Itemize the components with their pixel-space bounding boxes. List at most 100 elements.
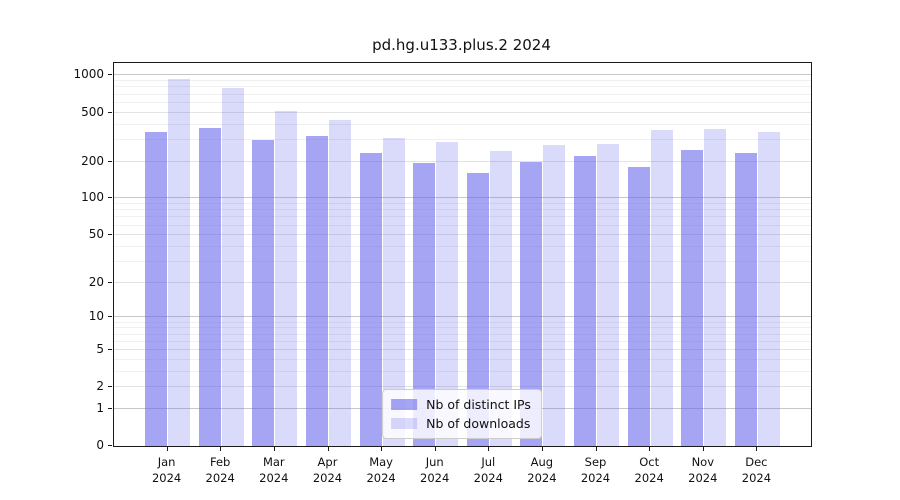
gridline <box>114 80 811 81</box>
y-axis-tick <box>108 445 112 446</box>
x-axis-tick <box>327 447 329 451</box>
gridline <box>114 86 811 88</box>
y-axis-tick <box>108 74 112 76</box>
x-axis-tick-label: Mar 2024 <box>259 455 289 485</box>
legend-swatch-downloads <box>391 418 418 429</box>
x-axis-tick <box>220 447 222 451</box>
bar-downloads-dec <box>757 131 780 446</box>
gridline <box>114 123 811 125</box>
x-axis-tick-label: Dec 2024 <box>741 455 772 485</box>
gridline <box>114 333 811 335</box>
y-axis-tick <box>108 316 112 318</box>
x-axis-tick <box>541 447 543 451</box>
bar-distinct-ips-oct <box>627 167 650 446</box>
gridline <box>114 340 811 342</box>
gridline <box>114 234 811 236</box>
y-axis-tick-label: 100 <box>81 190 104 205</box>
bar-downloads-nov <box>704 129 727 446</box>
y-axis-tick <box>108 348 112 350</box>
y-axis-tick-label: 50 <box>88 227 104 242</box>
bar-distinct-ips-feb <box>198 128 221 446</box>
bar-distinct-ips-jan <box>145 131 168 446</box>
gridline <box>114 111 811 113</box>
legend-label-downloads: Nb of downloads <box>426 416 531 431</box>
gridline <box>114 386 811 388</box>
bar-downloads-feb <box>221 87 244 446</box>
gridline <box>114 74 811 76</box>
x-axis-tick-label: Apr 2024 <box>312 455 343 485</box>
bar-distinct-ips-jul <box>466 173 489 446</box>
gridline <box>114 316 811 318</box>
x-axis-tick <box>434 447 436 451</box>
gridline <box>114 281 811 283</box>
gridline <box>114 101 811 103</box>
y-axis-tick <box>108 111 112 113</box>
gridline <box>114 245 811 247</box>
gridline <box>114 348 811 350</box>
bar-downloads-sep <box>597 143 619 446</box>
y-axis-tick <box>108 234 112 236</box>
x-axis-tick-label: May 2024 <box>366 455 396 485</box>
gridline <box>114 138 811 140</box>
bar-distinct-ips-nov <box>681 149 704 446</box>
y-axis-tick-label: 2 <box>96 379 104 394</box>
x-axis-tick-label: Aug 2024 <box>527 455 557 485</box>
x-axis-tick-label: Feb 2024 <box>205 455 235 485</box>
x-axis-tick-label: Sep 2024 <box>580 455 611 485</box>
bar-downloads-jan <box>168 78 191 446</box>
bar-distinct-ips-apr <box>306 136 328 446</box>
gridline <box>114 327 811 329</box>
bar-distinct-ips-dec <box>734 152 757 446</box>
x-axis-tick-label: Jun 2024 <box>420 455 450 485</box>
y-axis-tick-label: 1 <box>96 400 104 415</box>
y-axis-tick-label: 10 <box>88 309 104 324</box>
x-axis-tick <box>702 447 704 451</box>
bar-downloads-aug <box>543 144 566 446</box>
gridline <box>114 321 811 323</box>
gridline <box>114 93 811 95</box>
x-axis-tick <box>595 447 597 451</box>
gridline <box>114 209 811 211</box>
y-axis-tick-label: 200 <box>81 153 104 168</box>
x-axis-tick <box>756 447 758 451</box>
y-axis-tick-label: 1000 <box>73 67 104 82</box>
bar-distinct-ips-sep <box>574 155 596 446</box>
chart-title: pd.hg.u133.plus.2 2024 <box>372 36 551 54</box>
y-axis-tick <box>108 160 112 162</box>
x-axis-tick-label: Jul 2024 <box>473 455 503 485</box>
legend: Nb of distinct IPs Nb of downloads <box>382 389 542 439</box>
y-axis-tick <box>108 386 112 388</box>
x-axis-tick <box>166 447 168 451</box>
y-axis-tick <box>108 407 112 409</box>
gridline <box>114 160 811 162</box>
x-axis-tick <box>273 447 275 451</box>
gridline <box>114 358 811 360</box>
legend-item-downloads: Nb of downloads <box>391 414 531 433</box>
x-axis-tick <box>649 447 651 451</box>
legend-swatch-distinct-ips <box>391 399 418 410</box>
y-axis-tick-label: 20 <box>88 274 104 289</box>
y-axis-tick <box>108 281 112 283</box>
gridline <box>114 216 811 218</box>
x-axis-tick <box>488 447 490 451</box>
bar-downloads-jul <box>489 151 512 446</box>
x-axis-tick-label: Jan 2024 <box>151 455 182 485</box>
bar-distinct-ips-aug <box>520 162 543 446</box>
y-axis-tick <box>108 197 112 199</box>
y-axis-tick-label: 5 <box>96 341 104 356</box>
gridline <box>114 370 811 372</box>
bar-distinct-ips-may <box>359 152 382 446</box>
bar-downloads-jun <box>436 142 459 446</box>
gridline <box>114 203 811 204</box>
gridline <box>114 224 811 226</box>
legend-item-distinct-ips: Nb of distinct IPs <box>391 395 531 414</box>
x-axis-tick-label: Oct 2024 <box>634 455 664 485</box>
bar-distinct-ips-mar <box>252 139 275 446</box>
gridline <box>114 260 811 262</box>
gridline <box>114 197 811 199</box>
bar-distinct-ips-jun <box>413 162 436 446</box>
bar-downloads-may <box>382 137 405 446</box>
bar-downloads-apr <box>329 119 351 446</box>
bar-downloads-mar <box>275 111 298 446</box>
y-axis-tick-label: 0 <box>96 438 104 452</box>
